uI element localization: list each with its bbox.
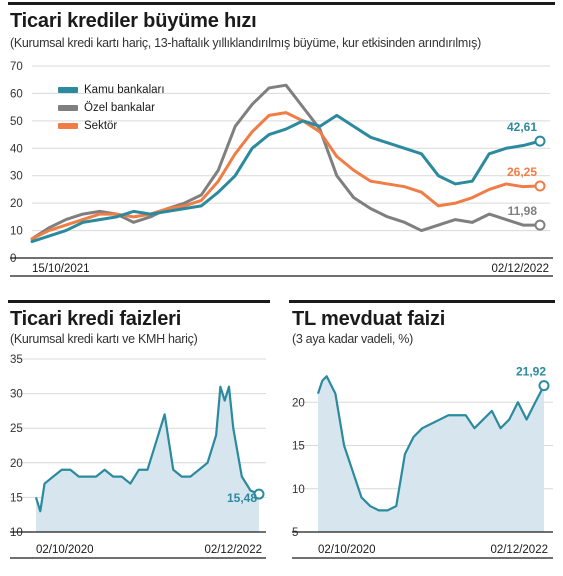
chart1-legend-swatch: [58, 123, 78, 129]
chart3-rule: [289, 300, 555, 303]
chart2-line: [34, 385, 260, 513]
chart1-ytick-label: 40: [10, 143, 23, 155]
chart2-rule: [8, 300, 270, 303]
chart2-title: Ticari kredi faizleri: [10, 308, 182, 330]
chart2-ytick-label: 20: [10, 458, 23, 470]
chart3-end-marker: [538, 380, 550, 392]
chart2-area-fill: [36, 386, 259, 532]
chart1-legend-label: Kamu bankaları: [84, 84, 165, 96]
chart1-ytick-label: 30: [10, 171, 23, 183]
chart1-subtitle: (Kurumsal kredi kartı hariç, 13-haftalık…: [10, 36, 481, 50]
chart1-legend-swatch: [58, 105, 78, 111]
chart1-ytick-label: 0: [10, 253, 16, 265]
chart1-title: Ticari krediler büyüme hızı: [10, 10, 257, 32]
chart3-xlabel-end: 02/12/2022: [490, 544, 548, 556]
chart2-ytick-label: 25: [10, 423, 23, 435]
chart1-ytick-label: 60: [10, 88, 23, 100]
top-rule: [8, 2, 555, 5]
chart1-end-label: 42,61: [507, 120, 537, 134]
chart3-subtitle: (3 aya kadar vadeli, %): [292, 332, 413, 346]
chart3-title: TL mevduat faizi: [292, 308, 446, 330]
chart3-ytick-label: 15: [292, 441, 305, 453]
chart2-end-label: 15,48: [227, 491, 257, 505]
chart2-end-marker: [253, 488, 265, 500]
chart1-legend-swatch: [58, 87, 78, 93]
chart2-subtitle: (Kurumsal kredi kartı ve KMH hariç): [10, 332, 198, 346]
chart3-line: [316, 375, 545, 512]
chart1-end-marker: [534, 135, 546, 147]
chart1-plot: 0 10 20 30 40 50 60 70 15/10/2021 02/12/2022 11,98…: [10, 61, 553, 277]
chart2-ytick-label: 30: [10, 389, 23, 401]
chart2-xlabel-start: 02/10/2020: [36, 544, 94, 556]
chart1-legend-label: Sektör: [84, 120, 117, 132]
chart1-ytick-label: 10: [10, 226, 23, 238]
chart1-end-label: 26,25: [507, 165, 537, 179]
chart1-xlabel-start: 15/10/2021: [32, 263, 90, 275]
chart1-legend-label: Özel bankalar: [84, 102, 155, 114]
chart1-series-line: [30, 111, 542, 241]
chart2-ytick-label: 15: [10, 492, 23, 504]
chart3-xlabel-start: 02/10/2020: [318, 544, 376, 556]
chart1-ytick-label: 70: [10, 61, 23, 73]
chart3-ytick-label: 10: [292, 484, 305, 496]
chart1-end-label: 11,98: [508, 204, 538, 218]
chart1-end-marker: [534, 219, 546, 231]
chart1-xlabel-end: 02/12/2022: [491, 263, 549, 275]
chart1-series-line: [30, 113, 542, 244]
chart1-ytick-label: 50: [10, 116, 23, 128]
chart3-ytick-label: 20: [292, 397, 305, 409]
chart1-end-marker: [534, 180, 546, 192]
chart2-ytick-label: 35: [10, 354, 23, 366]
chart3-end-label: 21,92: [516, 365, 546, 379]
chart3-ytick-label: 5: [292, 527, 298, 539]
chart2-xlabel-end: 02/12/2022: [204, 544, 262, 556]
chart3-area-fill: [318, 376, 544, 532]
chart1-ytick-label: 20: [10, 198, 23, 210]
chart2-ytick-label: 10: [10, 527, 23, 539]
